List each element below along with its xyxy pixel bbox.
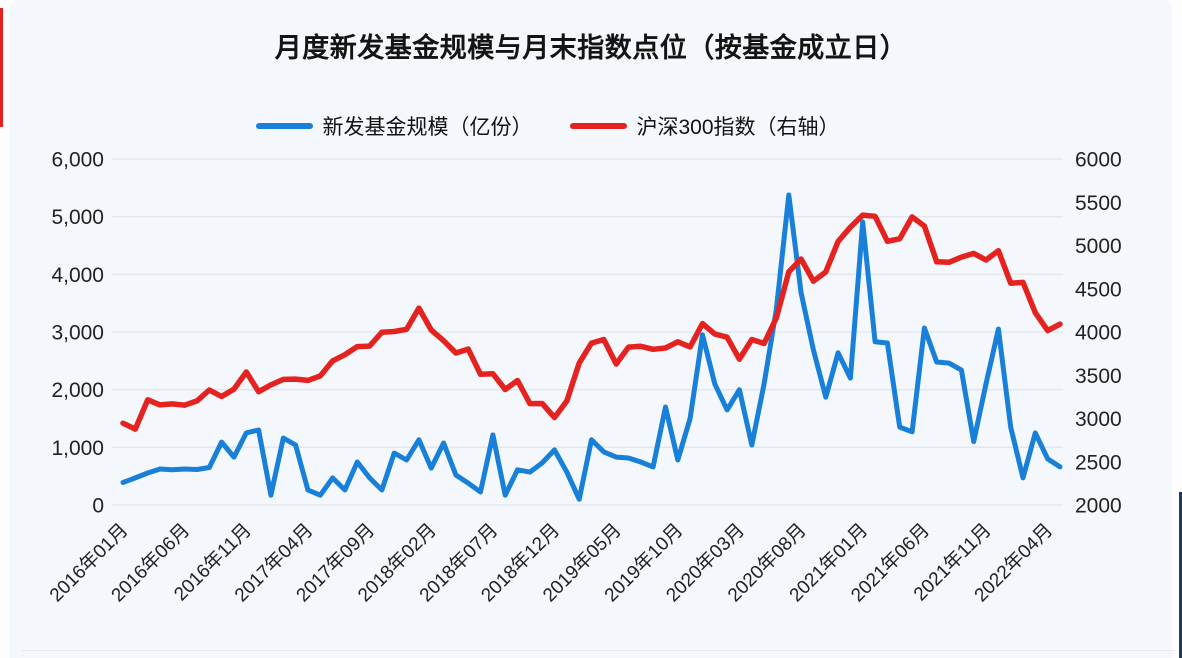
right-axis-tick-label: 5500 (1075, 192, 1122, 215)
fund-scale-line-swatch (256, 123, 314, 129)
legend-item-fund-scale: 新发基金规模（亿份） (256, 111, 532, 141)
csi300-line (120, 212, 1063, 432)
right-axis-tick-label: 2500 (1075, 451, 1122, 474)
bottom-divider (22, 650, 1174, 651)
right-axis-tick-label: 3500 (1075, 365, 1122, 388)
legend-item-csi300: 沪深300指数（右轴） (570, 111, 840, 141)
left-axis-tick-label: 2,000 (51, 379, 104, 402)
right-axis-tick-label: 6000 (1075, 149, 1122, 172)
right-axis-tick-label: 4000 (1075, 322, 1122, 345)
chart-panel (10, 0, 1172, 658)
right-edge-navy-artifact (1179, 492, 1182, 658)
left-axis-tick-label: 0 (92, 495, 104, 518)
left-axis-tick-label: 5,000 (51, 206, 104, 229)
right-axis-tick-label: 5000 (1075, 235, 1122, 258)
left-edge-red-artifact (0, 8, 3, 127)
csi300-line-swatch (570, 123, 628, 129)
legend-label-csi300: 沪深300指数（右轴） (636, 116, 840, 139)
right-axis-tick-label: 4500 (1075, 278, 1122, 301)
left-axis-tick-label: 4,000 (51, 264, 104, 287)
right-axis-tick-label: 3000 (1075, 408, 1122, 431)
left-axis-tick-label: 3,000 (51, 322, 104, 345)
fund-scale-line (120, 192, 1063, 502)
right-axis-tick-label: 2000 (1075, 495, 1122, 518)
left-axis-tick-label: 1,000 (51, 437, 104, 460)
legend: 新发基金规模（亿份） 沪深300指数（右轴） (0, 111, 1096, 141)
left-axis-tick-label: 6,000 (51, 149, 104, 172)
chart-title: 月度新发基金规模与月末指数点位（按基金成立日） (274, 33, 908, 63)
legend-label-fund-scale: 新发基金规模（亿份） (322, 116, 533, 139)
